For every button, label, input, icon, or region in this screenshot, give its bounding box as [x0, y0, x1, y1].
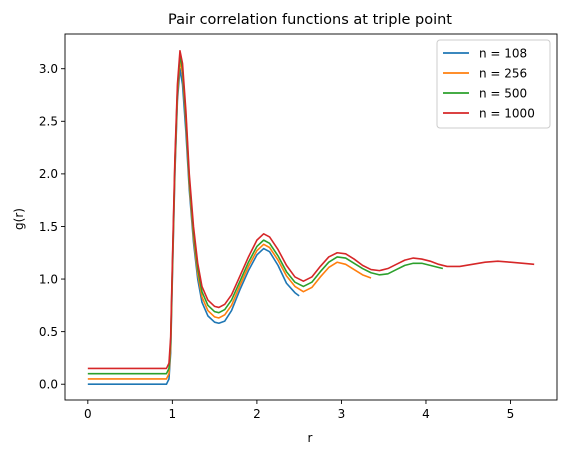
- y-tick-label: 2.0: [39, 167, 58, 181]
- axes-frame: [64, 33, 558, 401]
- x-tick-label: 5: [507, 407, 515, 421]
- x-tick-label: 1: [169, 407, 177, 421]
- y-axis-label: g(r): [12, 208, 26, 230]
- x-tick-label: 0: [84, 407, 92, 421]
- plot-area: 0 1 2 3 4 5 0.0 0.5 1.0 1.5 2.0 2.5 3.0 n = 108 n = 25…: [39, 33, 558, 421]
- y-tick-label: 0.0: [39, 378, 58, 392]
- y-tick-label: 1.0: [39, 272, 58, 286]
- x-tick-label: 3: [338, 407, 346, 421]
- x-tick-label: 2: [253, 407, 261, 421]
- legend-label-2: n = 500: [479, 86, 527, 100]
- x-tick-label: 4: [422, 407, 430, 421]
- y-tick-label: 2.5: [39, 115, 58, 129]
- legend-label-0: n = 108: [479, 46, 527, 60]
- legend-label-1: n = 256: [479, 66, 527, 80]
- series-line-3: [87, 50, 535, 370]
- chart-title: Pair correlation functions at triple poi…: [168, 12, 452, 28]
- series-line-2: [87, 54, 444, 375]
- legend-label-3: n = 1000: [479, 106, 535, 120]
- y-tick-label: 3.0: [39, 62, 58, 76]
- legend-box: [436, 39, 551, 129]
- y-tick-label: 0.5: [39, 325, 58, 339]
- x-axis-label: r: [308, 431, 313, 445]
- y-tick-label: 1.5: [39, 220, 58, 234]
